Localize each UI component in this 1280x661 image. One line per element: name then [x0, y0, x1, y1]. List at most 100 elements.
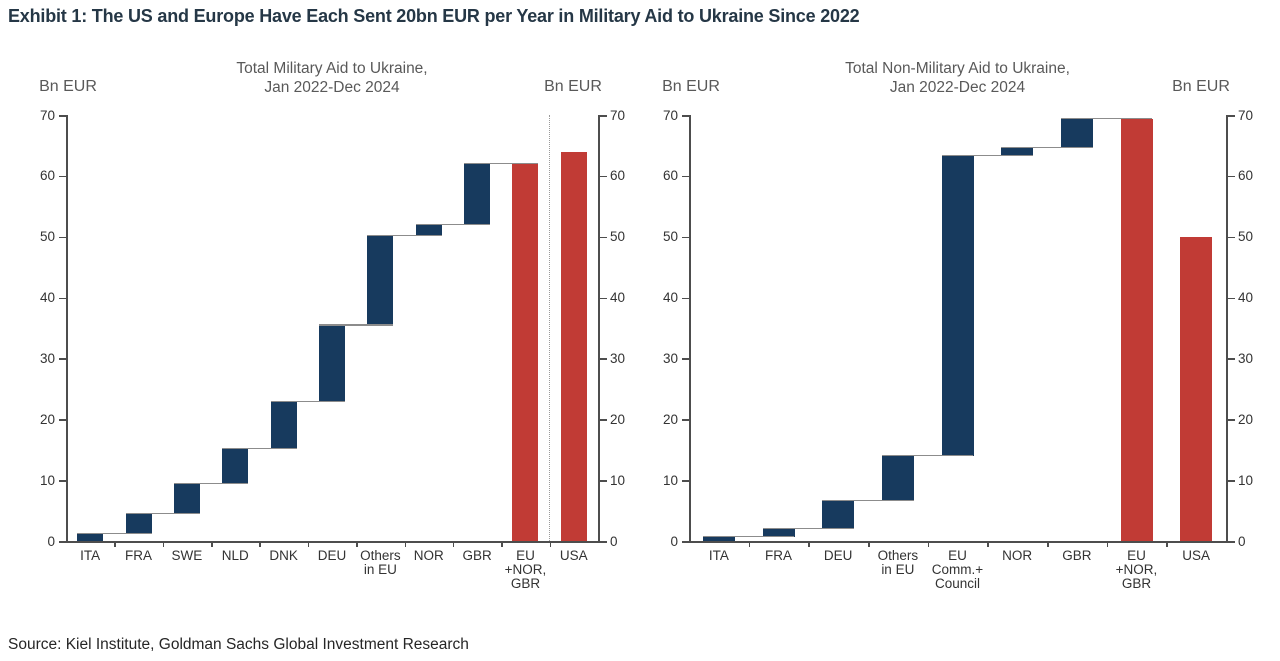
y-tick-right: [1227, 175, 1235, 178]
chart-title-line-2: Jan 2022-Dec 2024: [264, 79, 400, 96]
connector-line: [464, 163, 539, 165]
y-tick-label-right: 20: [1238, 411, 1254, 427]
connector-line: [762, 527, 855, 529]
connector-line: [319, 324, 394, 326]
bar-swe: [173, 483, 200, 514]
y-tick-label-right: 30: [1238, 350, 1254, 366]
chart-title-line-2: Jan 2022-Dec 2024: [889, 79, 1026, 96]
category-label-ita: ITA: [708, 548, 729, 563]
y-tick-label-right: 10: [610, 472, 626, 488]
bar-dnk: [270, 401, 297, 449]
y-tick-left: [59, 115, 66, 117]
y-axis-right: [1226, 115, 1228, 541]
y-tick-label-left: 50: [662, 229, 678, 245]
y-tick-left: [59, 419, 66, 421]
y-axis-unit-left: Bn EUR: [662, 78, 720, 95]
x-tick: [808, 541, 810, 547]
bar-ita: [702, 536, 735, 541]
bar-nld: [222, 448, 249, 484]
x-tick: [452, 541, 455, 547]
category-label-dnk: DNK: [269, 548, 298, 563]
y-tick-left: [682, 541, 689, 543]
y-tick-right: [599, 541, 607, 543]
connector-line: [270, 401, 345, 403]
category-label-eu-comm-council: EU: [948, 548, 967, 563]
bar-nor: [415, 224, 442, 236]
y-tick-label-left: 60: [39, 168, 55, 184]
chart-non-military-aid: Bn EUR Bn EUR Total Non-Military Aid to Uk…: [640, 55, 1280, 605]
y-tick-label-right: 50: [610, 229, 626, 245]
y-tick-label-left: 0: [670, 533, 678, 549]
connector-line: [77, 533, 152, 535]
y-tick-left: [59, 480, 66, 482]
y-tick-label-right: 0: [610, 533, 618, 549]
x-tick: [211, 541, 213, 547]
connector-line: [941, 155, 1034, 157]
category-label-others-ineu: in EU: [881, 562, 915, 577]
x-tick: [1166, 541, 1168, 547]
y-tick-left: [682, 236, 689, 239]
chart-military-aid: Bn EUR Bn EUR Total Military Aid to Ukrain…: [0, 55, 640, 605]
x-tick: [1047, 541, 1049, 547]
y-tick-label-right: 30: [610, 350, 626, 366]
y-tick-left: [682, 419, 689, 421]
y-axis-left: [689, 115, 691, 541]
category-label-eu-comm-council: Council: [934, 576, 980, 591]
y-tick-left: [682, 115, 689, 117]
connector-line: [822, 499, 914, 501]
y-tick-label-right: 40: [610, 290, 626, 306]
y-tick-left: [682, 358, 689, 360]
y-tick-right: [599, 358, 607, 360]
x-tick: [748, 541, 751, 547]
category-label-nor: NOR: [413, 548, 444, 563]
y-tick-label-left: 0: [47, 533, 55, 549]
y-tick-left: [682, 297, 689, 300]
connector-line: [702, 536, 795, 538]
category-label-deu: DEU: [317, 548, 347, 563]
category-label-others-ineu: Others: [360, 548, 401, 563]
y-axis-unit-left: Bn EUR: [39, 78, 97, 95]
category-label-others-ineu: in EU: [363, 562, 397, 577]
connector-line: [367, 234, 442, 237]
category-label-others-ineu: Others: [877, 548, 919, 563]
x-tick: [1106, 541, 1109, 547]
y-tick-right: [599, 236, 607, 239]
category-label-deu: DEU: [823, 548, 853, 563]
y-tick-right: [599, 297, 607, 300]
y-tick-label-left: 30: [662, 350, 678, 366]
y-tick-left: [682, 480, 689, 482]
y-tick-label-left: 10: [662, 472, 678, 488]
y-tick-left: [59, 175, 66, 178]
y-tick-label-right: 60: [610, 168, 626, 184]
y-axis-unit-right: Bn EUR: [544, 78, 602, 95]
y-tick-label-right: 10: [1238, 472, 1254, 488]
category-label-eu-nor-gbr: GBR: [1121, 576, 1152, 591]
bar-gbr: [1060, 118, 1093, 148]
y-tick-right: [1227, 480, 1235, 482]
y-tick-label-left: 40: [39, 290, 55, 306]
x-tick: [307, 541, 310, 547]
bar-eu-nor-gbr: [512, 163, 539, 541]
y-tick-label-right: 50: [1238, 229, 1254, 245]
category-label-eu-nor-gbr: EU: [516, 548, 535, 563]
bar-usa: [560, 151, 587, 541]
x-tick: [114, 541, 116, 547]
y-tick-label-right: 20: [610, 411, 626, 427]
y-tick-left: [59, 236, 66, 239]
connector-line: [881, 455, 974, 457]
y-tick-right: [599, 480, 607, 482]
bar-eu-comm-council: [941, 155, 974, 456]
connector-line: [415, 223, 491, 226]
x-tick: [356, 541, 358, 547]
y-tick-label-right: 70: [1238, 107, 1254, 123]
chart-title-line-1: Total Non-Military Aid to Ukraine,: [845, 60, 1070, 77]
x-tick: [259, 541, 261, 547]
bar-deu: [822, 500, 855, 529]
y-tick-right: [599, 419, 607, 421]
y-axis-right: [598, 115, 600, 541]
category-label-usa: USA: [559, 548, 588, 563]
y-tick-left: [682, 175, 689, 178]
y-tick-right: [1227, 236, 1235, 239]
y-tick-right: [1227, 419, 1235, 421]
bar-deu: [319, 324, 345, 402]
